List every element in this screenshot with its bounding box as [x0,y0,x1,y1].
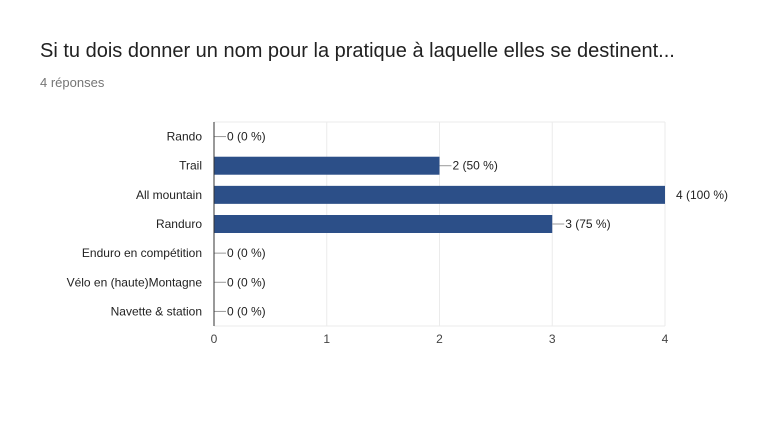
value-label: 4 (100 %) [676,188,728,202]
category-label: Vélo en (haute)Montagne [67,275,203,289]
value-label: 0 (0 %) [227,130,266,144]
x-tick-label: 2 [436,332,443,346]
category-label: Rando [167,130,203,144]
question-title: Si tu dois donner un nom pour la pratiqu… [40,40,675,62]
category-label: Randuro [156,217,202,231]
category-label: Enduro en compétition [82,246,202,260]
value-label: 0 (0 %) [227,275,266,289]
responses-count: 4 réponses [40,75,105,90]
x-tick-label: 1 [323,332,330,346]
value-label: 0 (0 %) [227,246,266,260]
x-tick-label: 3 [549,332,556,346]
value-label: 2 (50 %) [453,159,498,173]
x-tick-label: 0 [211,332,218,346]
category-label: Navette & station [111,304,202,318]
value-label: 3 (75 %) [565,217,610,231]
category-label: Trail [179,159,202,173]
x-tick-label: 4 [662,332,669,346]
bar [214,185,665,204]
value-label: 0 (0 %) [227,304,266,318]
bar [214,215,553,233]
bar [214,156,440,175]
category-label: All mountain [136,188,202,202]
